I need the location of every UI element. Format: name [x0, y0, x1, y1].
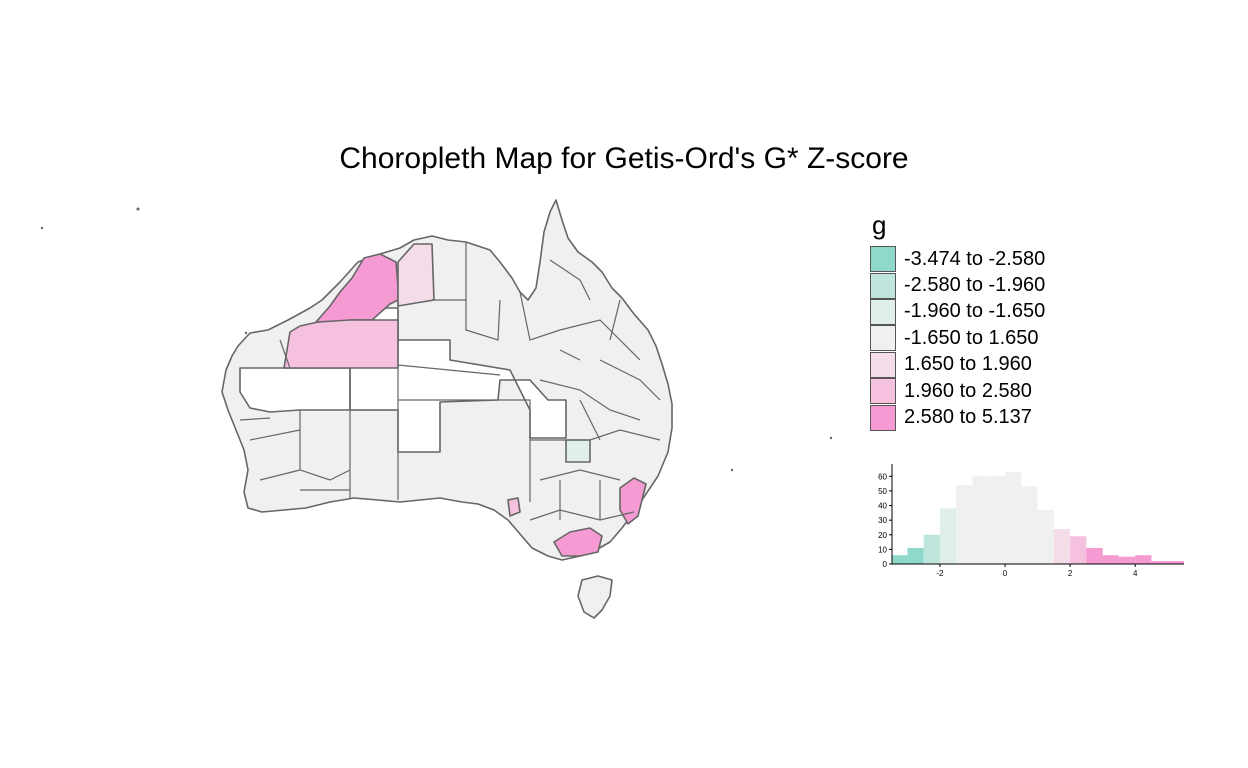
legend-item: 1.960 to 2.580 [870, 378, 1045, 405]
histogram-bar [988, 476, 1006, 564]
legend-rows: -3.474 to -2.580 -2.580 to -1.960 -1.960 t… [870, 246, 1045, 431]
legend-swatch [870, 404, 896, 431]
y-tick-label: 20 [878, 531, 887, 540]
histogram-bar [1021, 486, 1038, 564]
y-tick-label: 50 [878, 487, 887, 496]
legend-label: 1.960 to 2.580 [904, 379, 1032, 402]
region-hotspot-pilbara [283, 319, 399, 369]
histogram-bar [1167, 561, 1184, 564]
legend-swatch [870, 378, 896, 405]
map-title: Choropleth Map for Getis-Ord's G* Z-scor… [339, 142, 909, 175]
y-tick-label: 60 [878, 472, 887, 481]
region-nodata-central [349, 307, 567, 453]
region-lightpink-topend [397, 243, 435, 307]
legend-label: -1.650 to 1.650 [904, 326, 1039, 349]
region-hotspot-victoria [553, 527, 603, 557]
legend-title: g [872, 210, 887, 240]
islands [40, 207, 833, 472]
region-hotspot-nsw-coast [619, 477, 647, 525]
legend: g -3.474 to -2.580 -2.580 to -1.960 -1.960… [870, 210, 1045, 431]
region-lightgreen-nsw [565, 439, 591, 463]
histogram-bar [939, 508, 957, 564]
x-tick-label: 4 [1133, 569, 1138, 578]
y-tick-label: 10 [878, 545, 887, 554]
legend-item: 1.650 to 1.960 [870, 351, 1045, 378]
legend-item: -1.650 to 1.650 [870, 325, 1045, 352]
legend-item: 2.580 to 5.137 [870, 404, 1045, 431]
region-boundaries [239, 242, 661, 521]
histogram-bar [923, 534, 940, 564]
x-tick-label: 0 [1003, 569, 1008, 578]
legend-swatch [870, 246, 896, 273]
mainland-outline [221, 199, 673, 619]
x-tick-label: -2 [936, 569, 944, 578]
legend-label: 1.650 to 1.960 [904, 353, 1032, 376]
legend-label: 2.580 to 5.137 [904, 406, 1032, 429]
legend-item: -2.580 to -1.960 [870, 272, 1046, 299]
histogram-bar [892, 555, 908, 564]
histogram-bar [1070, 536, 1087, 564]
legend-item: -1.960 to -1.650 [870, 298, 1046, 325]
histogram-bar [1151, 561, 1168, 564]
legend-label: -1.960 to -1.650 [904, 300, 1046, 323]
region-pink-sa [507, 497, 521, 517]
histogram-bar [1102, 555, 1119, 564]
legend-label: -3.474 to -2.580 [904, 247, 1046, 270]
legend-swatch [870, 272, 896, 299]
histogram-bar [907, 547, 924, 564]
histogram-bar [1053, 528, 1071, 564]
y-tick-label: 40 [878, 502, 887, 511]
histogram-bar [1086, 547, 1103, 564]
legend-swatch [870, 325, 896, 352]
region-nodata-west [239, 367, 351, 413]
histogram-bar [1005, 471, 1022, 564]
y-tick-label: 0 [883, 560, 888, 569]
histogram: 0 10 20 30 40 50 60 -2 0 2 4 [878, 464, 1184, 578]
region-tasmania [577, 575, 613, 619]
histogram-bar [1037, 509, 1054, 564]
y-tick-label: 30 [878, 516, 887, 525]
legend-swatch [870, 351, 896, 378]
histogram-bar [956, 485, 973, 564]
legend-item: -3.474 to -2.580 [870, 246, 1046, 273]
histogram-bar [1135, 555, 1152, 564]
x-tick-label: 2 [1068, 569, 1073, 578]
legend-swatch [870, 298, 896, 325]
histogram-bar [1118, 556, 1136, 564]
legend-label: -2.580 to -1.960 [904, 274, 1046, 297]
histogram-bar [972, 476, 989, 564]
